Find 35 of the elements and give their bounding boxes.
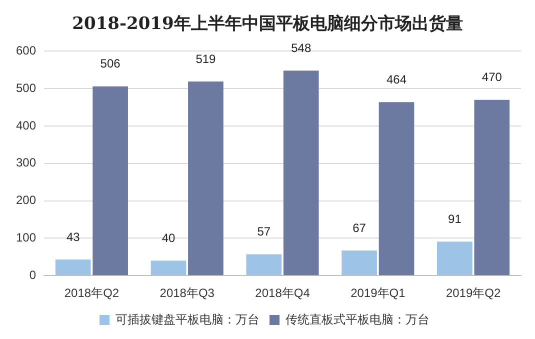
data-label: 506 <box>100 56 121 71</box>
y-tick-label: 0 <box>29 268 36 282</box>
y-tick-label: 500 <box>16 80 36 95</box>
bar <box>474 100 510 276</box>
bar <box>283 70 319 276</box>
y-tick-label: 400 <box>16 118 36 132</box>
bar <box>188 81 224 276</box>
y-tick-label: 200 <box>16 193 36 208</box>
data-label: 57 <box>257 224 271 239</box>
legend-label: 传统直板式平板电脑：万台 <box>286 312 430 326</box>
data-label: 470 <box>482 70 502 84</box>
data-label: 67 <box>352 220 366 235</box>
x-tick-label: 2019年Q2 <box>446 286 501 300</box>
y-tick-label: 600 <box>16 44 36 58</box>
data-label: 519 <box>196 52 216 66</box>
y-tick-label: 300 <box>16 156 36 170</box>
data-label: 91 <box>448 212 462 226</box>
x-tick-label: 2018年Q3 <box>160 286 215 300</box>
x-tick-label: 2019年Q1 <box>350 286 406 300</box>
data-label: 40 <box>162 230 176 245</box>
bar <box>378 102 414 276</box>
bar <box>437 242 472 276</box>
x-tick-label: 2018年Q2 <box>64 286 120 300</box>
data-label: 548 <box>291 40 312 55</box>
bar <box>150 260 186 276</box>
chart-title: 2018-2019年上半年中国平板电脑细分市场出货量 <box>71 13 464 36</box>
bar <box>246 254 282 276</box>
legend-label: 可插拔键盘平板电脑：万台 <box>116 312 260 326</box>
bar <box>342 250 377 276</box>
data-label: 43 <box>66 230 80 244</box>
bar <box>55 260 91 276</box>
data-label: 464 <box>386 72 407 86</box>
x-tick-label: 2018年Q4 <box>255 286 310 300</box>
bar <box>92 86 128 276</box>
y-tick-label: 100 <box>16 230 36 245</box>
